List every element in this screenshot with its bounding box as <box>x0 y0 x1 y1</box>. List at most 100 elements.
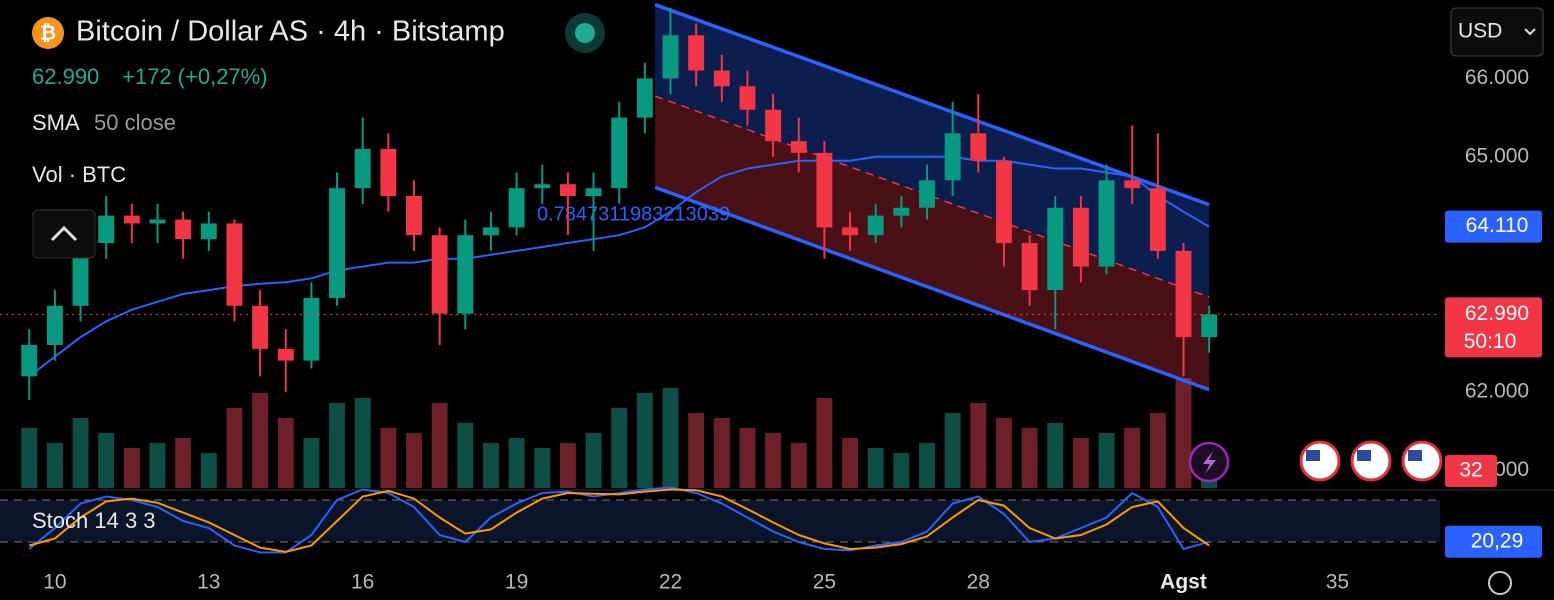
volume-badge <box>1445 455 1497 487</box>
volume-bar <box>303 438 320 488</box>
volume-bar <box>200 453 217 488</box>
candle-body <box>431 235 448 314</box>
volume-bar <box>72 418 89 488</box>
volume-bar <box>123 448 140 488</box>
x-tick-label: Agst <box>1160 571 1207 594</box>
candle-body <box>765 109 782 142</box>
volume-bar <box>149 443 166 488</box>
volume-bar <box>559 443 576 488</box>
flag-canton <box>1306 450 1320 461</box>
candle-body <box>380 148 397 196</box>
currency-select[interactable] <box>1450 7 1544 57</box>
candle-body <box>944 133 961 181</box>
volume-bar <box>406 433 422 488</box>
x-tick-label: 25 <box>813 571 836 594</box>
channel-lower <box>654 185 1210 392</box>
channel-upper <box>654 3 1210 207</box>
collapse-button[interactable] <box>32 209 96 259</box>
sma-value: 64.110 <box>1466 214 1529 237</box>
volume-bar <box>919 443 935 488</box>
layers: 0.784731198321303966.00065.00062.00061.0… <box>0 3 1554 594</box>
candle-body <box>200 223 217 240</box>
x-tick-label: 22 <box>659 571 682 594</box>
candle-body <box>713 70 730 87</box>
volume-bar <box>790 443 807 488</box>
candle-body <box>226 223 243 306</box>
volume-bar <box>867 448 884 488</box>
currency: USD <box>1458 20 1502 43</box>
candle-body <box>252 305 269 349</box>
price-value: 62.990 <box>1465 302 1529 325</box>
candle-body <box>1098 180 1115 267</box>
lightning-icon <box>1203 451 1216 474</box>
candle-body <box>406 196 422 236</box>
candle-body <box>303 297 320 361</box>
volume-bar <box>457 423 474 488</box>
volume-bar <box>739 428 756 488</box>
x-tick-label: 16 <box>351 571 374 594</box>
sma-badge <box>1445 210 1542 243</box>
candle-body <box>534 184 551 189</box>
volume-bar <box>1098 433 1115 488</box>
stoch-line <box>28 486 1210 554</box>
price-badge <box>1445 297 1542 358</box>
candle-body <box>1149 188 1166 251</box>
volume-bar <box>842 438 858 488</box>
header-price: 62.990 <box>32 64 99 89</box>
sma-label: SMA <box>32 110 80 135</box>
stoch-band <box>0 500 1440 542</box>
stoch-value: 20,29 <box>1471 529 1524 552</box>
volume-bar <box>482 443 499 488</box>
volume-bar <box>662 388 679 488</box>
candle-body <box>46 305 63 345</box>
candle-body <box>559 184 576 196</box>
sma-line <box>28 155 1210 378</box>
candle-body <box>867 215 884 236</box>
volume-bar <box>611 408 628 488</box>
candle-body <box>842 227 858 236</box>
y-tick-label: 65.000 <box>1465 144 1529 167</box>
volume-bar <box>329 403 345 488</box>
candle-body <box>970 133 987 161</box>
btc-icon <box>32 17 64 49</box>
countdown: 50:10 <box>1464 330 1517 353</box>
header-change: +172 (+0,27%) <box>122 64 268 89</box>
volume-bar <box>508 438 525 488</box>
candle-body <box>919 180 935 208</box>
flag-canton <box>1357 450 1371 461</box>
volume-bar <box>380 428 397 488</box>
stoch-line <box>28 488 1210 553</box>
candle-body <box>354 148 371 189</box>
candle-body <box>739 86 756 110</box>
volume-label: Vol · BTC <box>32 162 126 187</box>
volume-bar <box>46 443 63 488</box>
btc-glyph: ₿ <box>40 22 56 44</box>
candle-body <box>585 188 602 196</box>
candle-body <box>1047 207 1064 291</box>
settings-icon[interactable] <box>1488 571 1512 595</box>
x-tick-label: 19 <box>505 571 528 594</box>
candle-body <box>1175 250 1192 338</box>
x-tick-label: 10 <box>43 571 66 594</box>
candle-body <box>72 243 89 306</box>
flag-icons <box>1299 440 1443 482</box>
y-tick-label: 62.000 <box>1465 380 1529 403</box>
candle-body <box>482 227 499 236</box>
volume-bar <box>688 413 705 488</box>
volume-bar <box>1149 413 1166 488</box>
volume-bar <box>277 418 294 488</box>
candle-body <box>790 141 807 153</box>
volume-bar <box>534 448 551 488</box>
x-tick-label: 35 <box>1326 571 1349 594</box>
sma-params: 50 close <box>94 110 176 135</box>
stoch-badge <box>1445 525 1542 558</box>
candle-body <box>816 152 833 228</box>
candle-body <box>98 215 115 244</box>
volume-bar <box>585 433 602 488</box>
candle-body <box>508 188 525 228</box>
volume-bar <box>944 413 961 488</box>
volume-bar <box>226 408 243 488</box>
x-tick-label: 28 <box>967 571 990 594</box>
